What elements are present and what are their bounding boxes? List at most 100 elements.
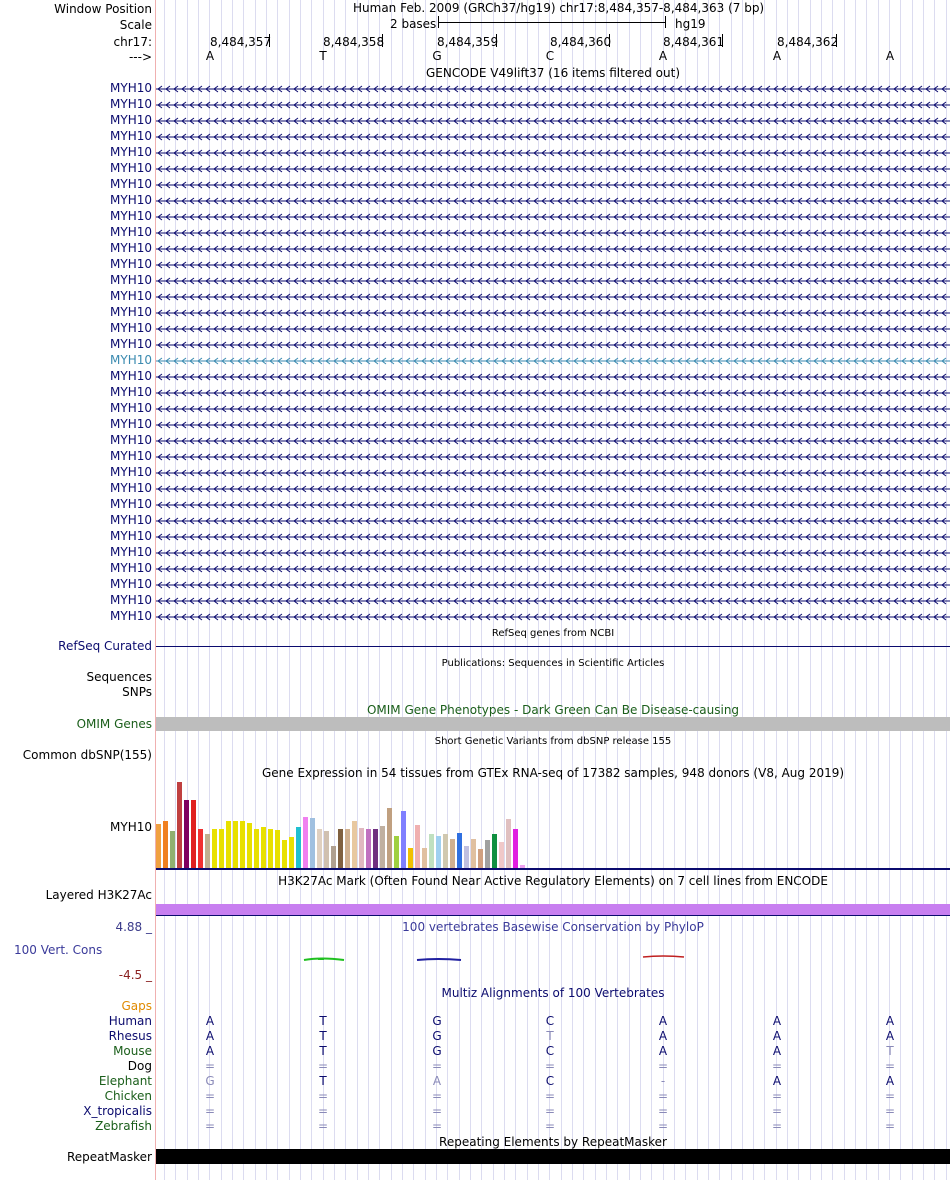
- gencode-gene-label[interactable]: MYH10: [110, 81, 152, 95]
- gencode-gene-label[interactable]: MYH10: [110, 561, 152, 575]
- gencode-gene-label[interactable]: MYH10: [110, 593, 152, 607]
- gencode-transcript[interactable]: [156, 547, 950, 557]
- gencode-gene-label[interactable]: MYH10: [110, 145, 152, 159]
- dbsnp-title[interactable]: Short Genetic Variants from dbSNP releas…: [434, 736, 672, 747]
- gtex-tissue-bar[interactable]: [457, 833, 462, 868]
- gencode-transcript[interactable]: [156, 227, 950, 237]
- gtex-tissue-bar[interactable]: [303, 817, 308, 868]
- gencode-gene-label[interactable]: MYH10: [110, 129, 152, 143]
- gencode-transcript[interactable]: [156, 179, 950, 189]
- gtex-tissue-bar[interactable]: [219, 829, 224, 868]
- gencode-gene-label[interactable]: MYH10: [110, 369, 152, 383]
- gencode-gene-label[interactable]: MYH10: [110, 401, 152, 415]
- multiz-species-label[interactable]: Chicken: [104, 1089, 152, 1103]
- gencode-transcript[interactable]: [156, 579, 950, 589]
- gtex-tissue-bar[interactable]: [184, 800, 189, 868]
- gtex-tissue-bar[interactable]: [212, 829, 217, 868]
- gencode-transcript[interactable]: [156, 371, 950, 381]
- gtex-tissue-bar[interactable]: [373, 829, 378, 868]
- gencode-gene-label[interactable]: MYH10: [110, 433, 152, 447]
- gtex-tissue-bar[interactable]: [520, 865, 525, 868]
- gencode-transcript[interactable]: [156, 259, 950, 269]
- gencode-transcript[interactable]: [156, 275, 950, 285]
- gencode-gene-label[interactable]: MYH10: [110, 609, 152, 623]
- gencode-gene-label[interactable]: MYH10: [110, 177, 152, 191]
- h3k27ac-signal[interactable]: [156, 904, 950, 915]
- gencode-transcript[interactable]: [156, 243, 950, 253]
- gencode-transcript[interactable]: [156, 387, 950, 397]
- gtex-tissue-bar[interactable]: [198, 829, 203, 868]
- publications-title[interactable]: Publications: Sequences in Scientific Ar…: [441, 658, 665, 669]
- gencode-transcript[interactable]: [156, 211, 950, 221]
- gencode-gene-label[interactable]: MYH10: [110, 257, 152, 271]
- gtex-tissue-bar[interactable]: [450, 839, 455, 868]
- gencode-transcript[interactable]: [156, 435, 950, 445]
- gtex-tissue-bar[interactable]: [324, 831, 329, 868]
- gtex-tissue-bar[interactable]: [380, 826, 385, 868]
- refseq-label[interactable]: RefSeq Curated: [58, 639, 152, 653]
- gtex-tissue-bar[interactable]: [156, 824, 161, 868]
- gencode-gene-label[interactable]: MYH10: [110, 417, 152, 431]
- repeatmasker-bar[interactable]: [156, 1149, 950, 1164]
- gencode-transcript[interactable]: [156, 451, 950, 461]
- multiz-species-label[interactable]: Zebrafish: [95, 1119, 152, 1133]
- gtex-tissue-bar[interactable]: [443, 834, 448, 868]
- gencode-transcript[interactable]: [156, 499, 950, 509]
- gencode-gene-label[interactable]: MYH10: [110, 161, 152, 175]
- gencode-gene-label[interactable]: MYH10: [110, 289, 152, 303]
- phylop-label[interactable]: 100 Vert. Cons: [14, 943, 103, 957]
- gtex-tissue-bar[interactable]: [429, 834, 434, 868]
- dbsnp-label[interactable]: Common dbSNP(155): [22, 748, 152, 762]
- phylop-signal[interactable]: [156, 950, 950, 970]
- gtex-tissue-bar[interactable]: [471, 839, 476, 868]
- gencode-transcript[interactable]: [156, 195, 950, 205]
- gencode-transcript[interactable]: [156, 99, 950, 109]
- gencode-transcript[interactable]: [156, 563, 950, 573]
- gencode-gene-label[interactable]: MYH10: [110, 321, 152, 335]
- gencode-transcript[interactable]: [156, 339, 950, 349]
- omim-label[interactable]: OMIM Genes: [76, 717, 152, 731]
- gencode-gene-label[interactable]: MYH10: [110, 113, 152, 127]
- gencode-gene-label[interactable]: MYH10: [110, 209, 152, 223]
- gtex-label[interactable]: MYH10: [110, 820, 152, 834]
- gtex-tissue-bar[interactable]: [422, 848, 427, 868]
- gtex-tissue-bar[interactable]: [352, 821, 357, 868]
- gtex-tissue-bar[interactable]: [408, 848, 413, 868]
- gencode-gene-label[interactable]: MYH10: [110, 529, 152, 543]
- gtex-tissue-bar[interactable]: [170, 831, 175, 868]
- gtex-tissue-bar[interactable]: [331, 846, 336, 868]
- gtex-tissue-bar[interactable]: [338, 829, 343, 868]
- gencode-transcript[interactable]: [156, 147, 950, 157]
- gencode-transcript[interactable]: [156, 595, 950, 605]
- gtex-tissue-bar[interactable]: [191, 800, 196, 868]
- gencode-gene-label[interactable]: MYH10: [110, 241, 152, 255]
- gtex-tissue-bar[interactable]: [226, 821, 231, 868]
- gencode-gene-label[interactable]: MYH10: [110, 545, 152, 559]
- gtex-tissue-bar[interactable]: [289, 837, 294, 868]
- phylop-title[interactable]: 100 vertebrates Basewise Conservation by…: [402, 920, 704, 934]
- gencode-gene-label[interactable]: MYH10: [110, 193, 152, 207]
- gencode-transcript[interactable]: [156, 355, 950, 365]
- gtex-tissue-bar[interactable]: [359, 828, 364, 868]
- gtex-tissue-bar[interactable]: [163, 821, 168, 868]
- gtex-tissue-bar[interactable]: [387, 808, 392, 868]
- gencode-transcript[interactable]: [156, 163, 950, 173]
- gtex-tissue-bar[interactable]: [233, 821, 238, 868]
- gencode-transcript[interactable]: [156, 483, 950, 493]
- gencode-gene-label[interactable]: MYH10: [110, 449, 152, 463]
- gtex-tissue-bar[interactable]: [247, 823, 252, 868]
- gencode-title[interactable]: GENCODE V49lift37 (16 items filtered out…: [425, 66, 680, 80]
- h3k27ac-label[interactable]: Layered H3K27Ac: [45, 888, 152, 902]
- repeatmasker-title[interactable]: Repeating Elements by RepeatMasker: [439, 1135, 667, 1149]
- gtex-tissue-bar[interactable]: [499, 842, 504, 868]
- gencode-transcript[interactable]: [156, 291, 950, 301]
- gtex-tissue-bar[interactable]: [254, 829, 259, 868]
- gtex-tissue-bar[interactable]: [296, 827, 301, 868]
- multiz-species-label[interactable]: Human: [108, 1014, 152, 1028]
- gtex-tissue-bar[interactable]: [282, 840, 287, 868]
- gtex-tissue-bar[interactable]: [345, 829, 350, 868]
- gencode-transcript[interactable]: [156, 419, 950, 429]
- gtex-tissue-bar[interactable]: [261, 827, 266, 868]
- gtex-tissue-bar[interactable]: [268, 829, 273, 868]
- multiz-species-label[interactable]: Dog: [127, 1059, 152, 1073]
